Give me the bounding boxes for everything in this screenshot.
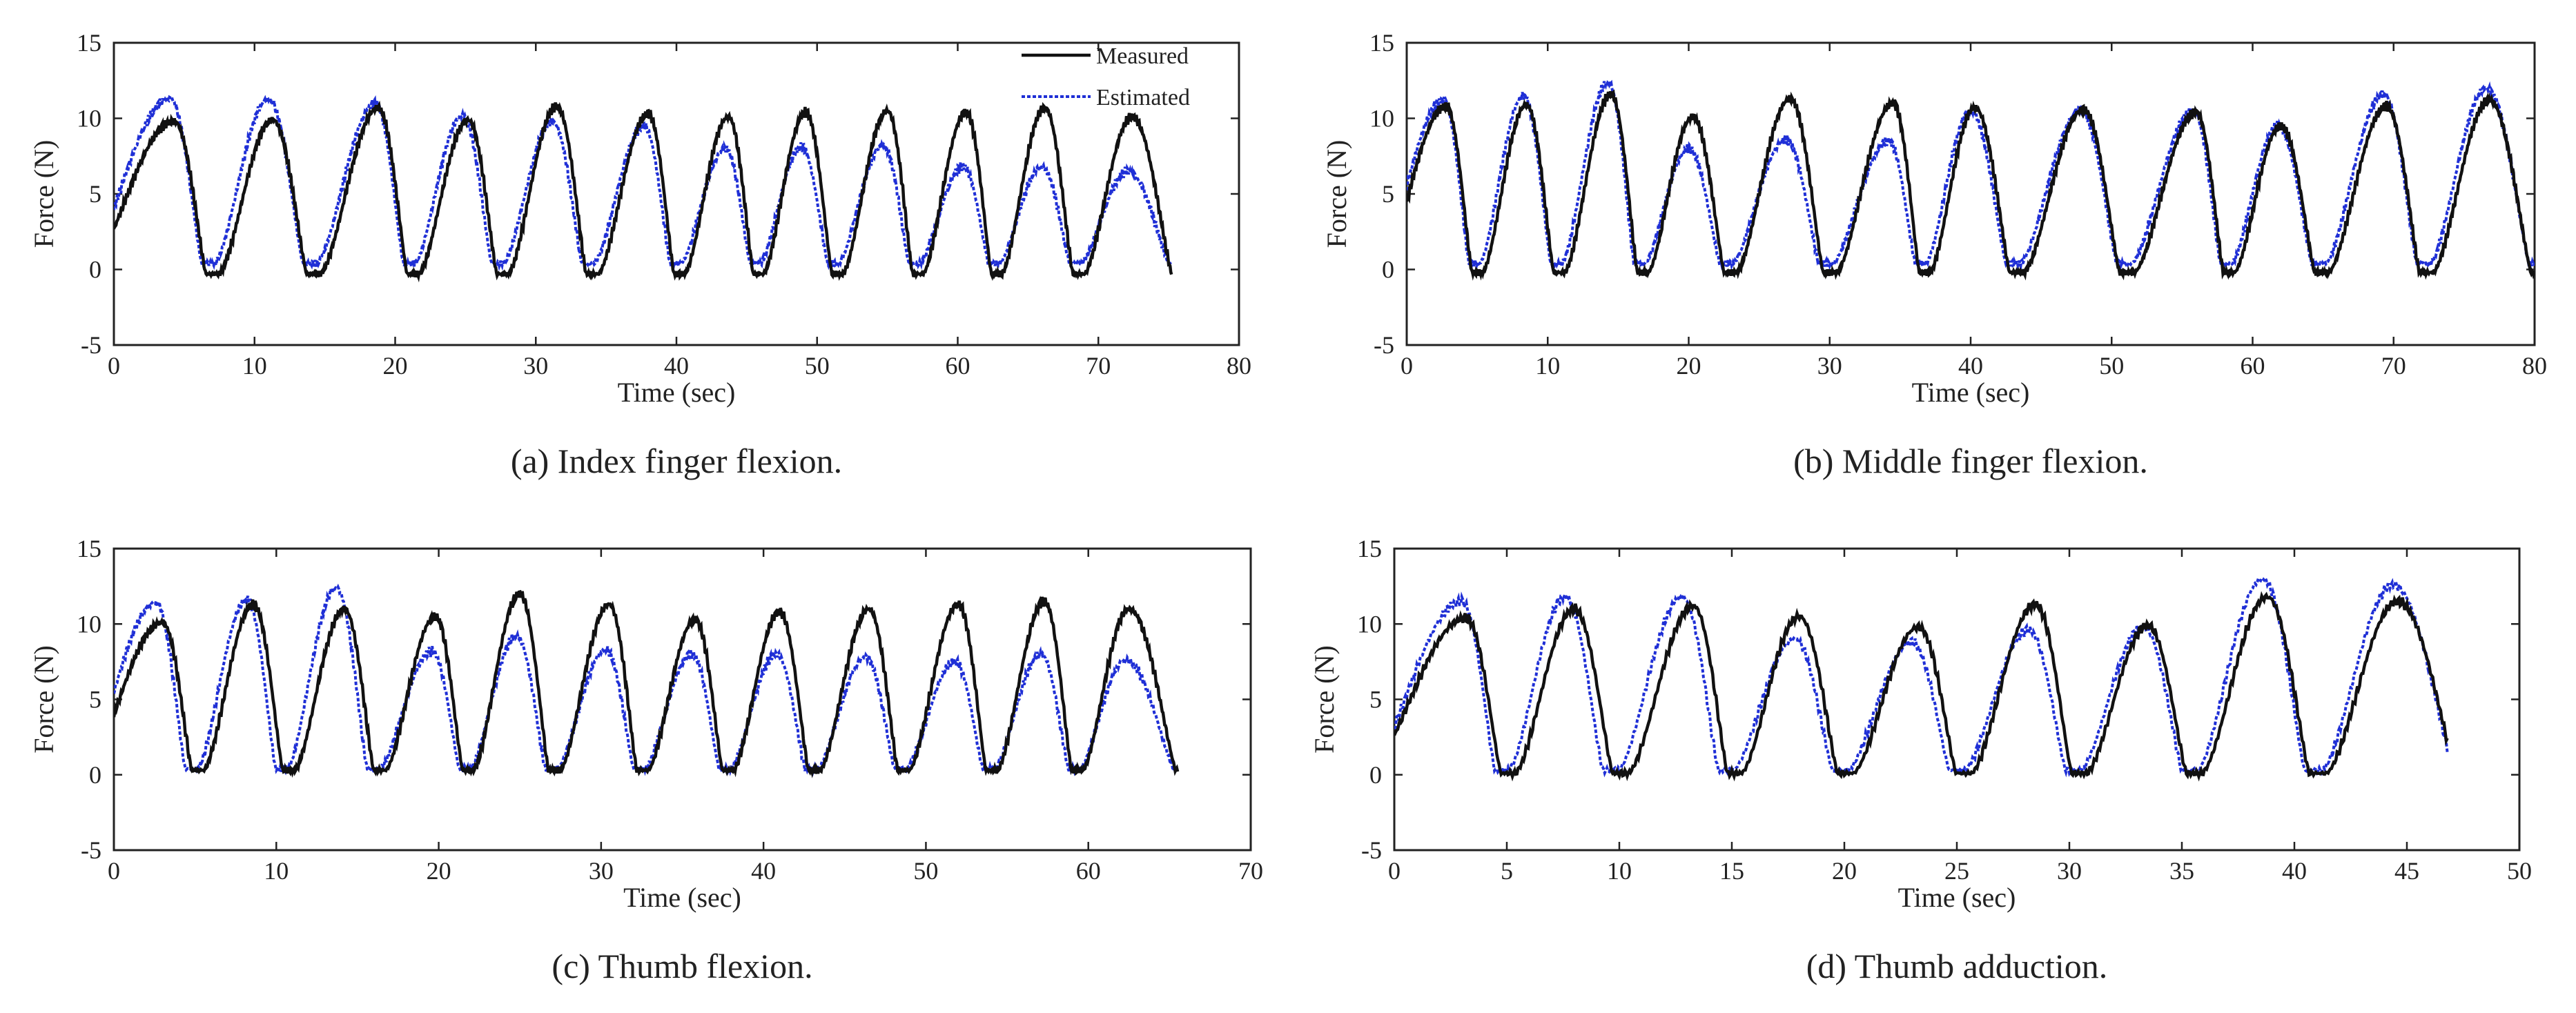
x-tick-label: 0	[108, 857, 120, 885]
y-tick-label: 15	[1369, 29, 1394, 57]
x-tick-label: 0	[1401, 352, 1413, 380]
x-tick-label: 80	[1227, 352, 1251, 380]
y-tick-label: 15	[77, 29, 101, 57]
y-tick-label: 10	[1369, 105, 1394, 132]
series-line-estimated	[1394, 575, 2449, 778]
x-tick-label: 50	[2099, 352, 2124, 380]
x-tick-label: 30	[523, 352, 548, 380]
x-tick-label: 60	[1076, 857, 1101, 885]
y-tick-label: 5	[1369, 686, 1382, 714]
y-tick-label: 5	[1382, 180, 1394, 208]
x-tick-label: 30	[1817, 352, 1842, 380]
y-tick-label: 10	[1357, 610, 1382, 638]
x-tick-label: 20	[1677, 352, 1701, 380]
legend-measured-label: Measured	[1096, 43, 1189, 69]
panel-caption: (a) Index finger flexion.	[511, 442, 842, 480]
y-axis-title: Force (N)	[28, 140, 59, 248]
x-tick-label: 50	[2507, 857, 2532, 885]
y-tick-label: -5	[1361, 836, 1382, 864]
x-tick-label: 70	[2381, 352, 2406, 380]
x-tick-label: 60	[2241, 352, 2265, 380]
series-line-measured	[114, 100, 1173, 283]
series-line-measured	[114, 589, 1180, 778]
x-axis-title: Time (sec)	[618, 377, 736, 408]
x-tick-label: 25	[1944, 857, 1969, 885]
x-tick-label: 0	[108, 352, 120, 380]
x-tick-label: 50	[805, 352, 830, 380]
x-tick-label: 40	[1958, 352, 1983, 380]
x-tick-label: 40	[2282, 857, 2307, 885]
series-line-measured	[1394, 591, 2449, 782]
y-tick-label: 5	[89, 180, 101, 208]
x-tick-label: 20	[1832, 857, 1857, 885]
x-tick-label: 70	[1086, 352, 1111, 380]
x-tick-label: 10	[242, 352, 267, 380]
x-tick-label: 0	[1388, 857, 1401, 885]
y-tick-label: 0	[89, 256, 101, 284]
y-tick-label: 0	[89, 761, 101, 789]
x-tick-label: 20	[427, 857, 451, 885]
x-axis-title: Time (sec)	[1912, 377, 2030, 408]
x-tick-label: 10	[264, 857, 289, 885]
x-tick-label: 5	[1501, 857, 1513, 885]
series-line-measured	[1407, 89, 2535, 281]
y-tick-label: -5	[81, 331, 101, 359]
x-tick-label: 30	[589, 857, 614, 885]
y-tick-label: 5	[89, 686, 101, 714]
y-tick-label: 0	[1369, 761, 1382, 789]
x-tick-label: 10	[1607, 857, 1632, 885]
x-tick-label: 40	[751, 857, 776, 885]
panel-caption: (d) Thumb adduction.	[1806, 947, 2108, 985]
x-tick-label: 50	[913, 857, 938, 885]
y-tick-label: -5	[1374, 331, 1394, 359]
panel-caption: (b) Middle finger flexion.	[1793, 442, 2148, 480]
x-tick-label: 80	[2522, 352, 2547, 380]
y-tick-label: 10	[77, 610, 101, 638]
y-axis-title: Force (N)	[1309, 645, 1340, 754]
panel-caption: (c) Thumb flexion.	[552, 947, 812, 985]
x-axis-title: Time (sec)	[623, 882, 741, 913]
x-tick-label: 40	[664, 352, 689, 380]
x-tick-label: 20	[383, 352, 408, 380]
x-tick-label: 30	[2057, 857, 2082, 885]
y-axis-title: Force (N)	[28, 645, 59, 754]
x-axis-title: Time (sec)	[1898, 882, 2016, 913]
legend-estimated-label: Estimated	[1096, 85, 1190, 110]
y-tick-label: -5	[81, 836, 101, 864]
x-tick-label: 15	[1719, 857, 1744, 885]
y-tick-label: 15	[1357, 535, 1382, 562]
y-axis-title: Force (N)	[1321, 140, 1352, 248]
y-tick-label: 15	[77, 535, 101, 562]
x-tick-label: 10	[1535, 352, 1560, 380]
x-tick-label: 70	[1238, 857, 1263, 885]
x-tick-label: 35	[2169, 857, 2194, 885]
x-tick-label: 60	[946, 352, 970, 380]
y-tick-label: 0	[1382, 256, 1394, 284]
y-tick-label: 10	[77, 105, 101, 132]
x-tick-label: 45	[2394, 857, 2419, 885]
